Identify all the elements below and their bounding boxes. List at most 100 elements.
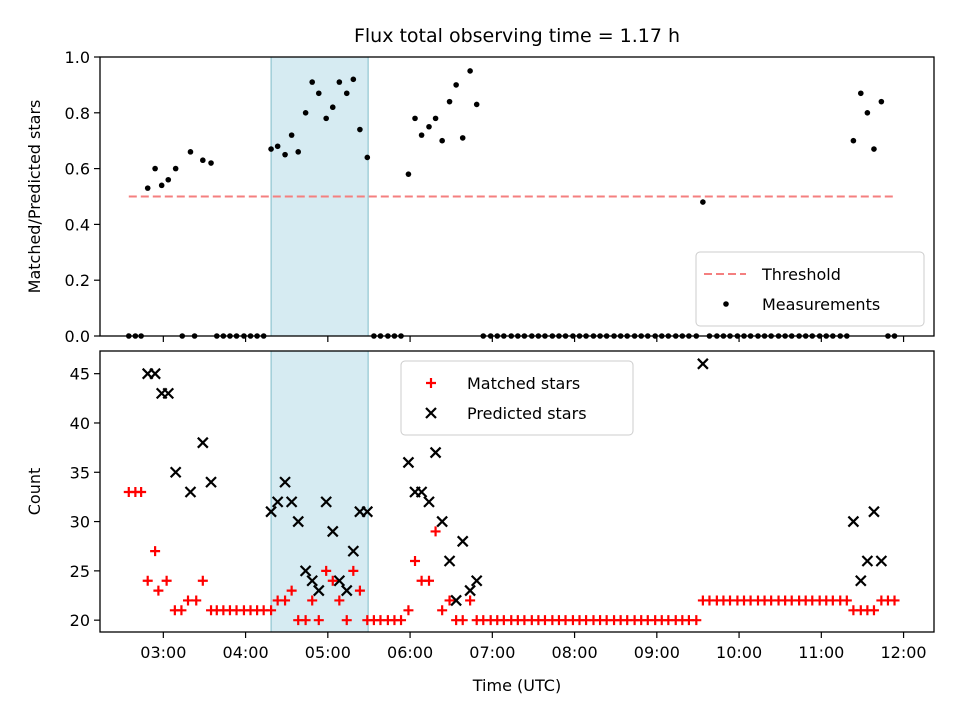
data-point bbox=[169, 466, 182, 479]
data-point bbox=[300, 615, 311, 626]
y-axis-label: Matched/Predicted stars bbox=[25, 100, 44, 294]
data-point bbox=[327, 575, 338, 586]
data-point bbox=[841, 595, 852, 606]
x-tick-label: 07:00 bbox=[469, 643, 515, 662]
legend-label: Matched stars bbox=[467, 374, 580, 393]
legend: Threshold Measurements bbox=[695, 251, 925, 327]
data-point bbox=[364, 154, 371, 161]
data-point bbox=[288, 132, 295, 138]
chart-title: Flux total observing time = 1.17 h bbox=[354, 25, 680, 47]
data-point bbox=[861, 555, 874, 567]
data-point bbox=[459, 135, 466, 141]
data-point bbox=[184, 486, 197, 498]
data-point bbox=[403, 605, 414, 616]
data-point bbox=[348, 565, 359, 576]
data-point bbox=[864, 110, 871, 116]
data-point bbox=[855, 574, 867, 587]
data-point bbox=[321, 565, 332, 576]
data-point bbox=[418, 132, 425, 138]
top-panel: 0.0 0.2 0.4 0.6 0.8 1.0 Matched/Predicted star… bbox=[25, 48, 935, 346]
y-tick-label: 20 bbox=[70, 611, 90, 630]
data-point bbox=[336, 79, 343, 85]
series-predicted-stars bbox=[141, 358, 888, 607]
y-tick-label: 30 bbox=[70, 513, 90, 532]
data-point bbox=[439, 137, 445, 144]
data-point bbox=[878, 98, 885, 105]
legend-box bbox=[695, 251, 925, 327]
data-point bbox=[302, 110, 309, 116]
data-point bbox=[176, 605, 187, 616]
data-point bbox=[437, 605, 448, 616]
data-point bbox=[285, 496, 298, 508]
data-point bbox=[333, 574, 346, 587]
data-point bbox=[197, 436, 209, 449]
legend-label: Threshold bbox=[761, 265, 841, 284]
data-point bbox=[443, 555, 456, 567]
y-tick-label: 0.8 bbox=[65, 104, 90, 123]
data-point bbox=[142, 575, 153, 586]
x-tick-label: 08:00 bbox=[552, 643, 598, 662]
data-point bbox=[265, 505, 277, 518]
axes-frame bbox=[99, 350, 935, 633]
data-point bbox=[361, 505, 374, 518]
y-tick-label: 0.6 bbox=[65, 160, 90, 179]
data-point bbox=[161, 575, 172, 586]
data-point bbox=[286, 585, 297, 596]
data-point bbox=[295, 149, 302, 155]
y-tick-label: 25 bbox=[70, 562, 90, 581]
data-point bbox=[457, 615, 468, 626]
legend-swatch bbox=[723, 301, 729, 307]
data-point bbox=[453, 82, 459, 88]
data-point bbox=[430, 526, 441, 537]
data-point bbox=[150, 546, 161, 557]
x-axis-label: Time (UTC) bbox=[472, 676, 561, 695]
axes-frame bbox=[99, 56, 935, 337]
data-point bbox=[323, 115, 329, 122]
data-point bbox=[450, 594, 462, 607]
data-point bbox=[172, 165, 179, 172]
data-point bbox=[423, 575, 434, 586]
data-point bbox=[875, 555, 888, 567]
bottom-panel: 20 25 30 35 40 45 03:00 04:00 05:00 06:00 07:00 08:… bbox=[25, 350, 935, 662]
y-tick-label: 1.0 bbox=[65, 48, 90, 67]
data-point bbox=[197, 575, 208, 586]
data-point bbox=[299, 565, 312, 577]
y-tick-label: 45 bbox=[70, 365, 90, 384]
data-point bbox=[340, 584, 353, 597]
data-point bbox=[158, 182, 165, 189]
x-tick-label: 03:00 bbox=[140, 643, 186, 662]
y-tick-label: 0.2 bbox=[65, 271, 90, 290]
data-point bbox=[868, 605, 879, 616]
data-point bbox=[341, 615, 352, 626]
y-tick-label: 0.0 bbox=[65, 327, 90, 346]
y-tick-label: 0.4 bbox=[65, 215, 90, 234]
data-point bbox=[857, 90, 864, 97]
data-point bbox=[850, 137, 857, 144]
data-point bbox=[208, 160, 214, 166]
data-point bbox=[350, 76, 357, 83]
data-point bbox=[410, 556, 421, 567]
data-point bbox=[274, 143, 281, 150]
data-point bbox=[165, 176, 172, 183]
data-point bbox=[200, 157, 206, 164]
x-tick-label: 11:00 bbox=[798, 643, 844, 662]
data-point bbox=[700, 199, 706, 205]
data-point bbox=[691, 615, 702, 626]
data-point bbox=[329, 104, 336, 111]
data-point bbox=[464, 584, 476, 597]
x-tick-label: 05:00 bbox=[305, 643, 351, 662]
y-axis-label: Count bbox=[25, 468, 44, 516]
x-tick-label: 09:00 bbox=[634, 643, 680, 662]
x-tick-label: 06:00 bbox=[387, 643, 433, 662]
data-point bbox=[467, 68, 473, 74]
data-point bbox=[343, 90, 350, 97]
data-point bbox=[402, 456, 415, 469]
data-point bbox=[334, 595, 345, 606]
data-point bbox=[473, 101, 480, 108]
data-point bbox=[153, 585, 164, 596]
data-point bbox=[320, 496, 332, 508]
data-point bbox=[432, 115, 439, 122]
legend-label: Predicted stars bbox=[467, 404, 587, 423]
data-point bbox=[307, 595, 318, 606]
